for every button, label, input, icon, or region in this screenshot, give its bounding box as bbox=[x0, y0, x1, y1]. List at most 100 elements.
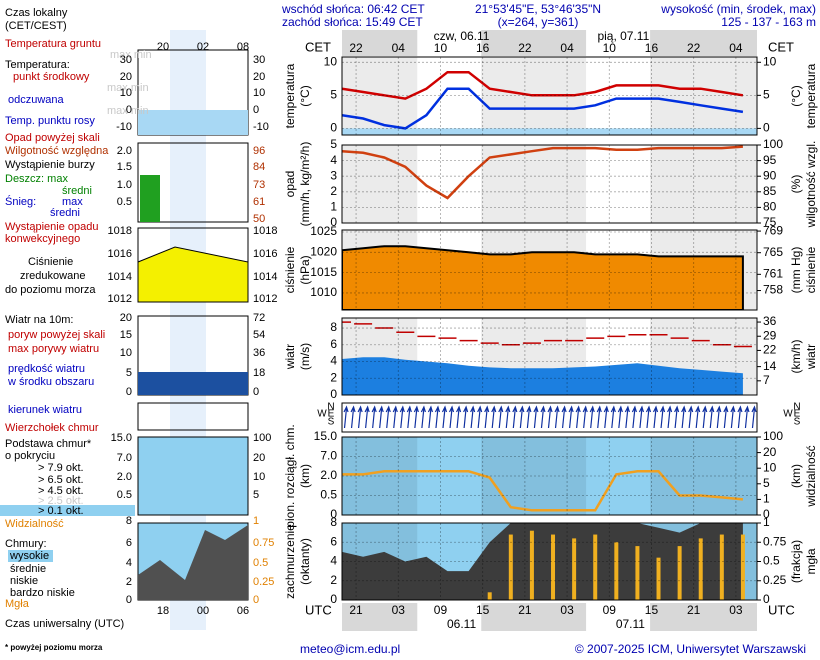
panel-bg bbox=[342, 145, 757, 223]
legend-text: Wystąpienie opadu bbox=[5, 221, 98, 233]
legend-text: Deszcz: max bbox=[5, 173, 68, 185]
compass: N bbox=[793, 402, 800, 413]
legend-tick-label: 4 bbox=[126, 557, 132, 569]
y2-tick-label: 0 bbox=[763, 507, 770, 521]
panel-frame bbox=[341, 436, 758, 516]
legend-tick-label: 10 bbox=[120, 87, 132, 99]
y-tick-label: 0 bbox=[330, 387, 337, 401]
panel-marks bbox=[342, 523, 745, 600]
legend-time: 18 bbox=[157, 605, 169, 617]
y-tick-label: 1010 bbox=[310, 285, 337, 299]
wind-arrow bbox=[406, 405, 412, 429]
y2-tick-label: 769 bbox=[763, 223, 783, 237]
y2-tick-label: 80 bbox=[763, 200, 777, 214]
legend-tick-label: 8 bbox=[126, 515, 132, 527]
night-band bbox=[342, 437, 418, 515]
fog-bar bbox=[572, 538, 577, 600]
y-tick-label: 2 bbox=[330, 370, 337, 384]
wind-arrow bbox=[399, 405, 405, 429]
fog-bar bbox=[635, 546, 640, 600]
mini-pressure-fill bbox=[137, 246, 249, 303]
y-tick-label: 4 bbox=[330, 153, 337, 167]
utc-tick: 03 bbox=[392, 603, 406, 617]
y-tick-label: 3 bbox=[330, 168, 337, 182]
compass: S bbox=[794, 417, 801, 428]
mini-cloud-base bbox=[137, 436, 249, 516]
legend-tick-label: 0 bbox=[126, 386, 132, 398]
fog-bar bbox=[698, 538, 703, 600]
wind-arrow bbox=[603, 405, 609, 429]
y-tick-label: 1 bbox=[330, 200, 337, 214]
y-tick-label: 4 bbox=[330, 554, 337, 568]
legend-tick-label: 10 bbox=[253, 87, 265, 99]
utc-tick: 09 bbox=[603, 603, 617, 617]
wind-arrow bbox=[357, 405, 363, 429]
cet-tick: 22 bbox=[349, 41, 363, 55]
y-tick-label: 4 bbox=[330, 354, 337, 368]
legend-text: odczuwana bbox=[8, 94, 65, 106]
series-line bbox=[342, 145, 743, 200]
legend-text: > 0.1 okt. bbox=[38, 505, 84, 517]
compass: N bbox=[327, 402, 334, 413]
cet-tick: 10 bbox=[603, 41, 617, 55]
legend-text: średni bbox=[62, 185, 92, 197]
y-tick-label: 0.5 bbox=[320, 488, 337, 502]
legend-text: max min bbox=[110, 49, 152, 61]
wind-arrow bbox=[491, 405, 497, 429]
legend-tick-label: 18 bbox=[253, 367, 265, 379]
wind-arrow bbox=[582, 405, 588, 429]
legend-text: punkt środkowy bbox=[13, 71, 90, 83]
legend-tick-label: 0.5 bbox=[117, 489, 132, 501]
night-band bbox=[650, 603, 757, 631]
legend-time: 20 bbox=[157, 41, 169, 53]
y-axis-label: opad bbox=[283, 171, 297, 198]
y2-tick-label: 100 bbox=[763, 429, 783, 443]
y-tick-label: 15.0 bbox=[314, 429, 338, 443]
legend-time: 08 bbox=[237, 41, 249, 53]
compass: E bbox=[328, 409, 335, 420]
panel-frame bbox=[341, 229, 758, 311]
night-band bbox=[650, 57, 757, 135]
legend-tick-label: 61 bbox=[253, 196, 265, 208]
legend-tick-label: 15 bbox=[120, 329, 132, 341]
y2-tick-label: 14 bbox=[763, 359, 777, 373]
legend-text: Śnieg: bbox=[5, 195, 36, 208]
footnote: * powyżej poziomu morza bbox=[5, 643, 103, 652]
grid-point: (x=264, y=361) bbox=[498, 15, 579, 29]
legend-text: o pokryciu bbox=[5, 450, 55, 462]
legend-tick-label: 96 bbox=[253, 145, 265, 157]
y-axis-label: temperatura bbox=[283, 63, 297, 128]
cet-tick: 16 bbox=[476, 41, 490, 55]
y-axis-label: zachmurzenie bbox=[283, 524, 297, 599]
y-axis-label: (hPa) bbox=[298, 255, 312, 284]
legend-text: prędkość wiatru bbox=[8, 363, 85, 375]
legend-text: wysokie bbox=[9, 550, 49, 562]
legend-tick-label: 50 bbox=[253, 213, 265, 225]
wind-arrow bbox=[540, 405, 546, 429]
y2-axis-label: temperatura bbox=[804, 63, 818, 128]
panel-frame bbox=[341, 317, 758, 396]
cet-tick: 22 bbox=[518, 41, 532, 55]
legend-tick-label: 0.75 bbox=[253, 537, 274, 549]
y2-axis-label: wilgotność wzgl. bbox=[804, 141, 818, 229]
cet-label: CET bbox=[768, 39, 794, 54]
wind-arrow bbox=[674, 405, 680, 429]
wind-arrow bbox=[413, 405, 419, 429]
y-axis-label: ciśnienie bbox=[283, 246, 297, 293]
legend-time: 00 bbox=[197, 605, 209, 617]
legend-text: Temperatura: bbox=[5, 59, 70, 71]
legend-tick-label: 0.5 bbox=[253, 557, 268, 569]
y2-tick-label: 95 bbox=[763, 153, 777, 167]
legend-tick-label: 54 bbox=[253, 329, 265, 341]
legend-tick-label: 1018 bbox=[253, 225, 277, 237]
y2-axis-label: (km/h) bbox=[789, 340, 803, 374]
legend-tick-label: 0 bbox=[253, 104, 259, 116]
wind-arrow bbox=[456, 405, 462, 429]
wind-arrow bbox=[441, 405, 448, 429]
legend-text: Czas lokalny bbox=[5, 7, 68, 19]
legend-tick-label: 1012 bbox=[108, 293, 132, 305]
panel-frame bbox=[341, 522, 758, 601]
utc-label: UTC bbox=[305, 602, 332, 617]
legend-text: Podstawa chmur* bbox=[5, 438, 92, 450]
mini-wind-fill bbox=[138, 372, 248, 395]
